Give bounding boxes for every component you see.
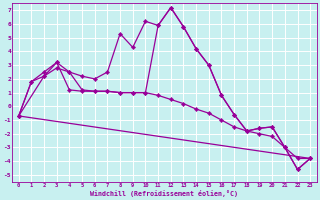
X-axis label: Windchill (Refroidissement éolien,°C): Windchill (Refroidissement éolien,°C) xyxy=(91,190,238,197)
